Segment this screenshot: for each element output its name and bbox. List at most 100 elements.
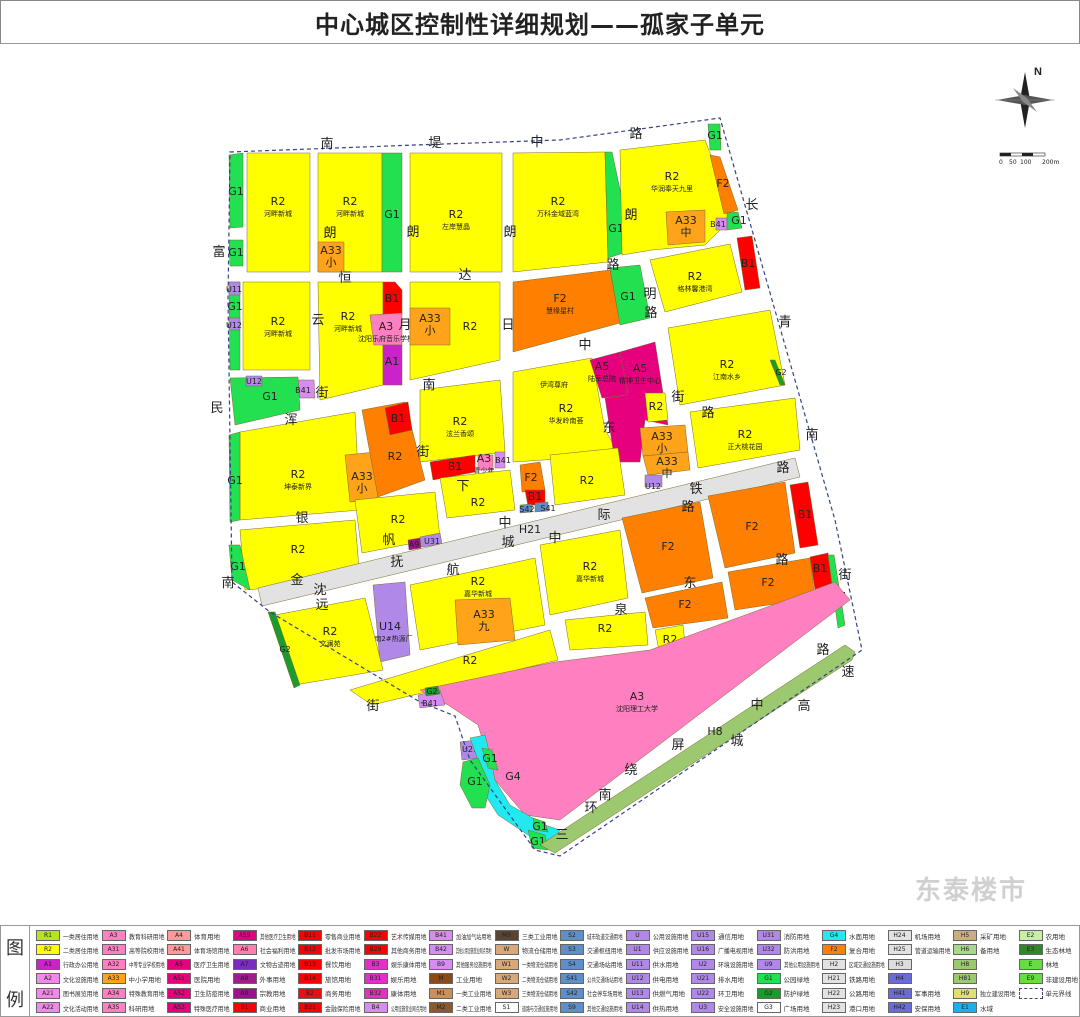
legend-item: M1 一类工业用地 — [429, 987, 495, 999]
legend-swatch: B2 — [298, 987, 322, 999]
legend-item: U14 供热用地 — [625, 1002, 679, 1013]
parcel-code: R2 — [471, 496, 486, 509]
legend-swatch: U1 — [625, 944, 650, 956]
parcel-shape — [644, 474, 663, 488]
legend-item: S2 城市轨道交通用地 — [560, 930, 639, 941]
road-name-char: 南 — [422, 377, 435, 393]
parcel-code: F2 — [678, 598, 691, 611]
legend-item: A32 中等专业学校用地 — [101, 958, 181, 970]
scale-label: 50 — [1009, 159, 1017, 166]
legend-item: U13 供燃气用地 — [625, 987, 685, 999]
legend-item: H23 港口用地 — [822, 1002, 875, 1013]
parcel-code: A33 — [656, 455, 678, 468]
parcel-shape — [228, 431, 241, 523]
legend-swatch: H23 — [822, 1002, 846, 1013]
parcel-name: 伊湾尊府 — [540, 380, 568, 389]
road-name-char: 朗 — [503, 225, 516, 240]
legend-swatch: A4 — [167, 930, 191, 941]
parcel-code: R2 — [738, 428, 753, 441]
legend-item: H9 独立建设用地 — [953, 987, 1019, 999]
legend-swatch: A35 — [101, 1002, 126, 1013]
legend-swatch: A22 — [36, 1002, 60, 1013]
legend-item: U11 供水用地 — [625, 958, 679, 970]
road-name-char: 月 — [398, 318, 411, 333]
legend-item: A31 高等院校用地 — [101, 944, 168, 956]
legend-swatch: G2 — [756, 987, 781, 999]
legend-label: 宗教用地 — [259, 990, 286, 999]
legend-label: 二类居住用地 — [63, 946, 99, 955]
legend-item: E1 水域 — [953, 1002, 993, 1013]
parcel-name: 河畔新城 — [264, 329, 292, 338]
legend-swatch: U14 — [625, 1002, 650, 1013]
scale-bar: 0 50 100 200m — [999, 152, 1059, 166]
legend-swatch: W3 — [494, 987, 519, 999]
road-name-char: 铁 — [689, 482, 702, 497]
legend-item: H5 采矿用地 — [953, 930, 1006, 941]
legend-item: B12 批发市场用地 — [298, 944, 364, 956]
parcel-name: 精神卫生中心 — [619, 376, 661, 385]
parcel-g1: G1 — [228, 152, 244, 229]
parcel-code: B1 — [813, 562, 828, 575]
parcel-shape — [384, 401, 413, 436]
legend-swatch: A5 — [167, 958, 191, 970]
legend-label: 体育场馆用地 — [194, 946, 230, 955]
legend-swatch: A41 — [167, 944, 191, 956]
legend-swatch: S42 — [560, 987, 584, 999]
legend-item: A2 文化设施用地 — [36, 973, 102, 985]
legend-swatch: H21 — [822, 973, 846, 985]
legend-label: 公共交通场站用地 — [587, 975, 623, 984]
legend-label: 加油加气站用地 — [456, 932, 492, 941]
parcel-code: S41 — [540, 504, 555, 513]
parcel-code: F2 — [661, 540, 674, 553]
legend-item: U3 安全设施用地 — [691, 1002, 757, 1013]
road-name-char: 富 — [212, 244, 225, 260]
road-name-char: 南 — [805, 427, 818, 443]
parcel-name: 华发岭南荟 — [549, 416, 584, 425]
legend-swatch: W — [494, 944, 519, 956]
parcel-shape — [297, 379, 316, 399]
legend-label: 供电用地 — [652, 975, 679, 984]
parcel-b1: B1 — [429, 454, 476, 481]
parcel-shape — [564, 611, 649, 651]
road-name-char: 远 — [315, 598, 328, 613]
legend-label: 复合用地 — [849, 946, 875, 955]
parcel-shape — [644, 392, 669, 423]
legend-item: S4 交通场站用地 — [560, 958, 626, 970]
legend-swatch: U15 — [691, 930, 715, 941]
road-label-layer: 伊湾尊府南堤中路朗朗朗朗长富恒 达路云月日明路青中南街 街路南民浑街东路下银 际铁路中… — [210, 126, 854, 843]
legend-swatch: G4 — [822, 930, 846, 941]
road-name-char: 街 — [366, 699, 379, 714]
parcel-code: F2 — [524, 471, 537, 484]
parcel-code: G2 — [426, 687, 437, 696]
parcel-code: U12 — [246, 377, 262, 386]
parcel-shape — [454, 597, 516, 646]
parcel-code: U12 — [226, 321, 242, 330]
parcel-code: G1 — [228, 185, 244, 198]
parcel-code: A33 — [675, 214, 697, 227]
legend-label: 一类工业用地 — [456, 990, 492, 999]
parcel-name: 华润奉天九里 — [651, 184, 693, 193]
legend-swatch: U22 — [691, 987, 715, 999]
parcel-shape — [621, 501, 714, 594]
road-name-char: 金 — [290, 572, 303, 588]
parcel-f2: F2 — [727, 557, 816, 611]
legend-item: U31 消防用地 — [756, 930, 810, 941]
legend-item: A6 社会福利用地 — [232, 944, 299, 956]
legend-swatch: A9 — [232, 987, 257, 999]
road-name-char: 青 — [778, 315, 791, 330]
legend-label: 文物古迹用地 — [259, 961, 295, 970]
legend-item: G2 防护绿地 — [756, 987, 810, 999]
road-name-char: 朗 — [406, 225, 419, 240]
road-name-char: 泉 — [614, 602, 627, 618]
road-name-char: 东 — [602, 421, 615, 436]
parcel-shape — [381, 152, 403, 273]
legend-label: 供水用地 — [652, 961, 679, 970]
legend-item: A41 体育场馆用地 — [167, 944, 233, 956]
legend-label: 交通枢纽用地 — [587, 946, 623, 955]
